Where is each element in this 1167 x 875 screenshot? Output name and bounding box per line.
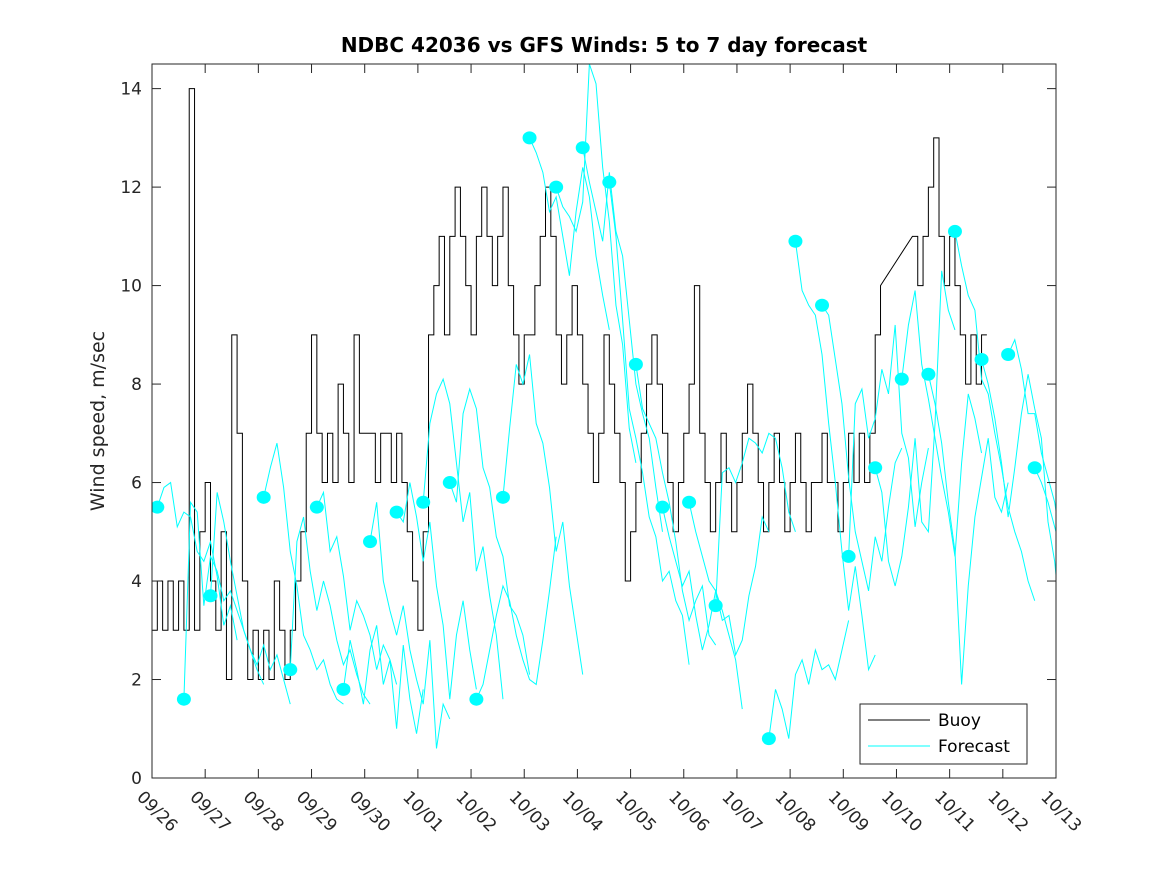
- forecast-line: [927, 374, 1009, 685]
- forecast-start-marker: [203, 589, 218, 603]
- forecast-line: [449, 387, 531, 675]
- forecast-line: [981, 359, 1056, 581]
- forecast-start-marker: [495, 490, 510, 504]
- y-tick-label: 0: [131, 769, 142, 789]
- y-tick-label: 4: [131, 572, 142, 592]
- forecast-start-marker: [442, 476, 457, 490]
- forecast-start-marker: [416, 495, 431, 509]
- forecast-line: [848, 324, 929, 557]
- y-tick-label: 2: [131, 671, 142, 691]
- forecast-start-marker: [788, 234, 803, 248]
- chart-title: NDBC 42036 vs GFS Winds: 5 to 7 day fore…: [341, 33, 868, 57]
- forecast-line: [316, 490, 398, 685]
- y-axis-label: Wind speed, m/sec: [87, 331, 109, 511]
- legend-box: [859, 703, 1028, 765]
- forecast-start-marker: [152, 500, 165, 514]
- forecast-line: [688, 502, 770, 657]
- y-tick-label: 6: [131, 474, 142, 494]
- forecast-start-marker: [761, 732, 776, 746]
- forecast-line: [209, 492, 291, 705]
- buoy-line: [152, 88, 987, 681]
- forecast-start-marker: [841, 549, 856, 563]
- forecast-start-marker: [921, 367, 936, 381]
- forecast-line: [396, 482, 477, 700]
- y-tick-label: 10: [120, 277, 142, 297]
- forecast-start-marker: [655, 500, 670, 514]
- forecast-start-marker: [602, 175, 617, 189]
- forecast-line: [342, 625, 424, 734]
- forecast-start-marker: [469, 692, 484, 706]
- axes: [151, 63, 1057, 779]
- forecast-line: [662, 507, 743, 710]
- forecast-line: [874, 270, 956, 587]
- forecast-start-marker: [363, 535, 378, 549]
- forecast-line: [289, 516, 371, 705]
- legend: Buoy Forecast: [859, 703, 1028, 765]
- forecast-line: [794, 241, 876, 672]
- forecast-line: [582, 147, 663, 532]
- forecast-line: [156, 481, 238, 641]
- forecast-line: [555, 64, 637, 463]
- forecast-start-marker: [708, 599, 723, 613]
- forecast-start-marker: [549, 180, 564, 194]
- forecast-start-marker: [176, 692, 191, 706]
- forecast-start-marker: [1027, 461, 1042, 475]
- forecast-start-marker: [947, 224, 962, 238]
- forecast-start-marker: [389, 505, 404, 519]
- forecast-start-marker: [283, 663, 298, 677]
- forecast-line: [954, 231, 1036, 601]
- forecast-line: [901, 290, 983, 557]
- forecast-line: [1034, 467, 1056, 534]
- forecast-start-marker: [309, 500, 324, 514]
- forecast-start-marker: [575, 141, 590, 155]
- forecast-line: [263, 443, 344, 705]
- y-tick-label: 14: [120, 80, 142, 100]
- forecast-start-marker: [682, 495, 697, 509]
- legend-label-buoy: Buoy: [938, 711, 981, 731]
- forecast-start-marker: [522, 131, 537, 145]
- forecast-line: [608, 182, 690, 665]
- forecast-start-marker: [1001, 348, 1016, 362]
- y-tick-label: 12: [120, 178, 142, 198]
- forecast-start-marker: [815, 298, 830, 312]
- forecast-line: [475, 536, 557, 700]
- forecast-start-marker: [336, 682, 351, 696]
- forecast-line: [715, 432, 796, 606]
- forecast-line: [821, 305, 903, 591]
- forecast-start-marker: [974, 352, 989, 366]
- forecast-line: [422, 377, 504, 700]
- axes-box: [151, 63, 1057, 779]
- legend-label-forecast: Forecast: [938, 737, 1010, 757]
- forecast-start-marker: [628, 357, 643, 371]
- y-tick-label: 8: [131, 375, 142, 395]
- forecast-line: [635, 364, 717, 646]
- forecast-line: [1007, 338, 1056, 515]
- forecast-line: [529, 137, 610, 330]
- plot-area: [152, 64, 1056, 749]
- series-layer: [152, 64, 1056, 749]
- forecast-start-marker: [868, 461, 883, 475]
- forecast-line: [502, 354, 584, 675]
- forecast-line: [369, 502, 451, 749]
- forecast-line: [768, 620, 850, 739]
- forecast-start-marker: [894, 372, 909, 386]
- forecast-start-marker: [256, 490, 271, 504]
